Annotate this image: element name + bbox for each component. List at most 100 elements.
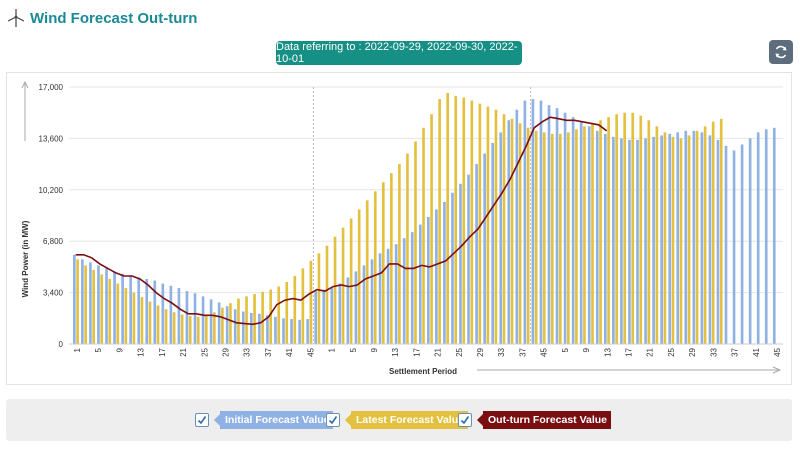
bar-initial xyxy=(338,283,342,344)
bar-initial xyxy=(105,268,108,344)
x-tick-label: 37 xyxy=(264,347,273,356)
bar-initial xyxy=(250,313,253,344)
bar-latest xyxy=(655,126,659,344)
bar-latest xyxy=(406,153,409,344)
bar-initial xyxy=(620,138,623,344)
y-tick-label: 3,400 xyxy=(43,289,64,298)
bar-latest xyxy=(567,132,570,344)
bar-initial xyxy=(652,136,655,344)
legend-item-latest[interactable]: Latest Forecast Value xyxy=(326,411,468,429)
bar-initial xyxy=(748,138,752,344)
bar-latest xyxy=(116,283,120,344)
bar-initial xyxy=(483,153,486,344)
legend-label-outturn: Out-turn Forecast Value xyxy=(476,411,612,429)
bar-initial xyxy=(89,262,92,344)
bar-latest xyxy=(647,120,651,344)
bar-latest xyxy=(92,269,96,344)
x-tick-label: 17 xyxy=(412,347,421,356)
legend: Initial Forecast Value Latest Forecast V… xyxy=(6,399,792,441)
bar-initial xyxy=(290,319,293,344)
bar-latest xyxy=(398,164,401,344)
bar-latest xyxy=(204,315,208,344)
bar-latest xyxy=(293,275,297,344)
bar-initial xyxy=(467,174,470,344)
bar-initial xyxy=(764,129,768,344)
bar-initial xyxy=(370,259,374,344)
x-tick-label: 25 xyxy=(455,347,464,356)
bar-initial xyxy=(612,136,615,344)
bar-latest xyxy=(486,106,490,344)
bar-initial xyxy=(402,238,406,344)
bar-latest xyxy=(550,133,554,344)
bar-initial xyxy=(298,319,301,344)
y-tick-label: 13,600 xyxy=(39,134,64,143)
bar-latest xyxy=(285,282,289,344)
bar-initial xyxy=(201,296,205,344)
checkbox-outturn[interactable] xyxy=(458,413,472,427)
bar-initial xyxy=(209,299,213,344)
x-tick-label: 41 xyxy=(285,347,294,356)
bar-latest xyxy=(333,236,337,344)
checkbox-latest[interactable] xyxy=(326,413,340,427)
y-axis-label: Wind Power (in MW) xyxy=(21,220,30,297)
bar-initial xyxy=(563,112,567,344)
x-tick-label: 13 xyxy=(137,347,146,356)
bar-latest xyxy=(679,138,683,344)
bar-latest xyxy=(719,118,723,344)
x-tick-label: 5 xyxy=(561,347,570,352)
chart-bars xyxy=(73,93,776,344)
bar-latest xyxy=(591,123,594,344)
wind-chart: 0 3,400 6,800 10,200 13,600 17,000 1 5 9 13 17 21 25… xyxy=(21,80,783,376)
bar-latest xyxy=(430,114,433,344)
bar-initial xyxy=(322,289,326,344)
legend-item-outturn[interactable]: Out-turn Forecast Value xyxy=(458,411,612,429)
x-tick-label: 45 xyxy=(773,347,782,356)
bar-initial xyxy=(499,132,503,344)
bar-initial xyxy=(700,132,704,344)
checkbox-initial[interactable] xyxy=(195,413,209,427)
x-tick-label: 33 xyxy=(497,347,506,356)
x-tick-label: 45 xyxy=(306,347,315,356)
bar-initial xyxy=(708,135,712,344)
bar-initial xyxy=(129,275,132,344)
bar-latest xyxy=(510,118,514,344)
bar-initial xyxy=(217,302,221,344)
bar-initial xyxy=(539,100,543,344)
bar-latest xyxy=(671,136,675,344)
bar-initial xyxy=(587,126,591,344)
bar-initial xyxy=(660,135,663,344)
x-tick-label: 45 xyxy=(540,347,549,356)
outturn-line xyxy=(75,116,608,326)
bar-latest xyxy=(84,265,87,344)
refresh-button[interactable] xyxy=(769,40,793,64)
bar-initial xyxy=(386,248,390,344)
x-tick-label: 9 xyxy=(115,347,124,352)
bar-initial xyxy=(225,306,229,344)
bar-latest xyxy=(438,99,441,344)
bar-latest xyxy=(164,309,168,344)
x-tick-label: 1 xyxy=(73,347,82,352)
bar-latest xyxy=(542,132,546,344)
bar-initial xyxy=(459,183,462,344)
x-tick-label: 21 xyxy=(646,347,655,356)
bar-latest xyxy=(365,200,369,344)
x-tick-label: 29 xyxy=(221,347,230,356)
x-tick-label: 21 xyxy=(434,347,443,356)
bar-initial xyxy=(193,293,197,344)
check-icon xyxy=(328,416,338,425)
bar-initial xyxy=(346,277,350,344)
bar-latest xyxy=(631,112,635,344)
bar-initial xyxy=(676,132,680,344)
bar-initial xyxy=(716,139,720,344)
legend-item-initial[interactable]: Initial Forecast Value xyxy=(195,411,334,429)
bar-initial xyxy=(732,150,736,344)
bar-initial xyxy=(740,144,744,344)
bar-initial xyxy=(81,259,84,344)
x-tick-label: 29 xyxy=(688,347,697,356)
check-icon xyxy=(460,416,470,425)
bar-latest xyxy=(639,115,643,344)
bar-latest xyxy=(124,288,128,344)
bar-latest xyxy=(422,127,425,344)
bar-latest xyxy=(526,127,530,344)
bar-latest xyxy=(711,121,715,344)
